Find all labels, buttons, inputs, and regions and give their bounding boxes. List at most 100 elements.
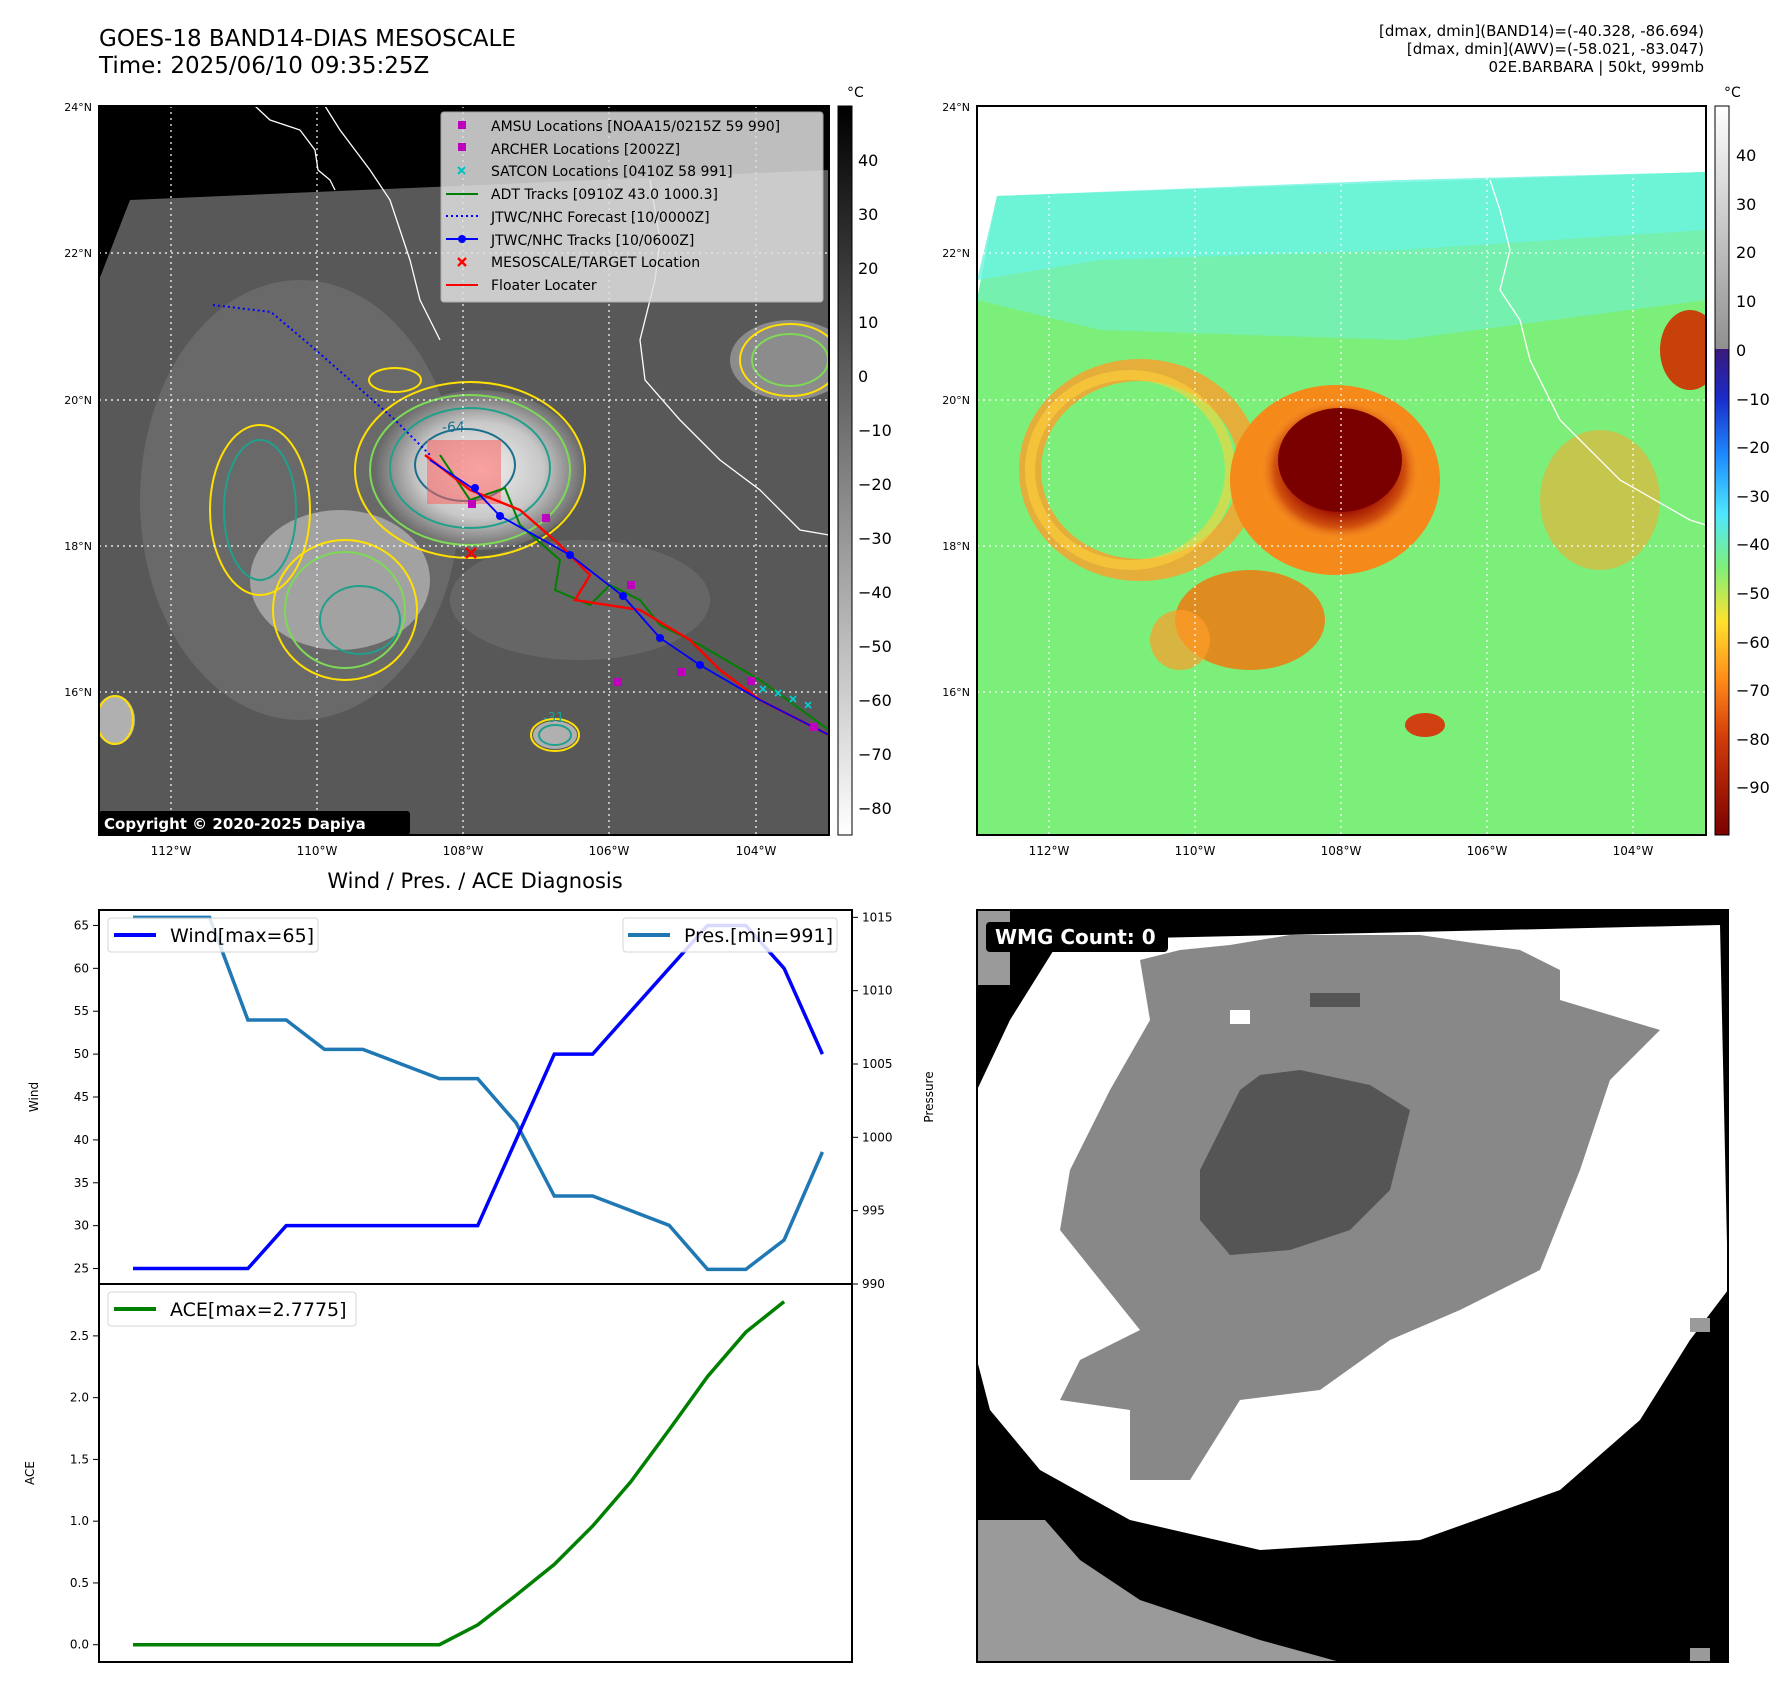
ace-tick-label: 0.0 xyxy=(70,1638,89,1652)
ir-lon-label-108: 108°W xyxy=(443,844,484,858)
ir-cbar-tick-m40: −40 xyxy=(858,583,892,602)
title-line-1: GOES-18 BAND14-DIAS MESOSCALE xyxy=(99,26,516,52)
awv-lon-label-112: 112°W xyxy=(1029,844,1070,858)
awv-cbar-tick-m40: −40 xyxy=(1736,535,1770,554)
awv-colorbar-unit: °C xyxy=(1724,85,1741,101)
awv-lat-label-22: 22°N xyxy=(942,247,970,260)
ir-lon-label-106: 106°W xyxy=(589,844,630,858)
legend-tracks-marker xyxy=(446,235,478,243)
awv-lon-label-108: 108°W xyxy=(1321,844,1362,858)
ir-cbar-tick-10: 10 xyxy=(858,313,878,332)
info-line-1: [dmax, dmin](BAND14)=(-40.328, -86.694) xyxy=(1379,22,1704,40)
wind-pressure-chart: 25 30 35 40 45 50 55 60 65 990 995 1000 1005 1010 1015 xyxy=(74,910,893,1291)
legend-label-archer: ARCHER Locations [2002Z] xyxy=(491,142,680,158)
pressure-series-line xyxy=(133,915,825,1272)
legend-archer-marker xyxy=(458,143,466,151)
wind-tick-label: 35 xyxy=(74,1176,89,1190)
legend-label-satcon: SATCON Locations [0410Z 58 991] xyxy=(491,164,733,180)
wind-tick-label: 30 xyxy=(74,1219,89,1233)
floater-locater-track xyxy=(424,454,829,737)
ir-cbar-tick-40: 40 xyxy=(858,151,878,170)
pressure-tick-label: 1000 xyxy=(862,1130,893,1144)
legend-label-amsu: AMSU Locations [NOAA15/0215Z 59 990] xyxy=(491,119,780,135)
ir-cbar-tick-m50: −50 xyxy=(858,637,892,656)
wmg-imagery xyxy=(977,910,1728,1662)
awv-cbar-tick-m50: −50 xyxy=(1736,584,1770,603)
wind-tick-label: 65 xyxy=(74,918,89,932)
pressure-legend: Pres.[min=991] xyxy=(622,917,838,953)
awv-cbar-tick-m30: −30 xyxy=(1736,487,1770,506)
pressure-tick-label: 1005 xyxy=(862,1057,893,1071)
awv-cbar-tick-30: 30 xyxy=(1736,195,1756,214)
wind-axis-label: Wind xyxy=(27,1082,41,1112)
ace-legend-label: ACE[max=2.7775] xyxy=(170,1299,347,1321)
awv-cbar-tick-40: 40 xyxy=(1736,146,1756,165)
wind-tick-label: 55 xyxy=(74,1004,89,1018)
ir-lon-label-104: 104°W xyxy=(736,844,777,858)
ir-cbar-tick-30: 30 xyxy=(858,205,878,224)
ace-tick-label: 1.5 xyxy=(70,1452,89,1466)
awv-lat-label-16: 16°N xyxy=(942,686,970,699)
awv-cbar-tick-m10: −10 xyxy=(1736,390,1770,409)
wind-legend-label: Wind[max=65] xyxy=(170,925,314,947)
awv-colorbar xyxy=(1714,105,1730,836)
wind-tick-label: 60 xyxy=(74,961,89,975)
awv-lon-label-104: 104°W xyxy=(1613,844,1654,858)
legend-label-adt: ADT Tracks [0910Z 43.0 1000.3] xyxy=(491,187,718,203)
wind-tick-label: 40 xyxy=(74,1133,89,1147)
awv-lat-label-24: 24°N xyxy=(942,101,970,114)
target-location-marker xyxy=(465,547,477,559)
pressure-axis-label: Pressure xyxy=(922,1071,936,1122)
pressure-tick-label: 990 xyxy=(862,1277,885,1291)
ir-cbar-tick-m70: −70 xyxy=(858,745,892,764)
wind-tick-label: 45 xyxy=(74,1090,89,1104)
pressure-tick-label: 995 xyxy=(862,1204,885,1218)
awv-cbar-tick-0: 0 xyxy=(1736,341,1746,360)
ace-frame xyxy=(98,1283,853,1663)
ir-map-frame xyxy=(98,105,830,836)
ir-cbar-tick-m10: −10 xyxy=(858,421,892,440)
ace-tick-label: 2.5 xyxy=(70,1329,89,1343)
ace-legend: ACE[max=2.7775] xyxy=(107,1291,357,1327)
pressure-tick-label: 1010 xyxy=(862,984,893,998)
ir-lat-label-16: 16°N xyxy=(64,686,92,699)
legend-target-marker xyxy=(457,257,467,267)
awv-cbar-tick-m80: −80 xyxy=(1736,730,1770,749)
awv-lon-label-106: 106°W xyxy=(1467,844,1508,858)
awv-lat-label-20: 20°N xyxy=(942,394,970,407)
pressure-tick-label: 1015 xyxy=(862,910,893,924)
legend-label-tracks: JTWC/NHC Tracks [10/0600Z] xyxy=(490,233,694,249)
ir-lat-label-18: 18°N xyxy=(64,540,92,553)
copyright-badge xyxy=(99,811,410,835)
floater-box xyxy=(427,440,501,504)
ir-colorbar-unit: °C xyxy=(847,85,864,101)
wind-pressure-frame xyxy=(98,909,853,1285)
ir-cbar-tick-20: 20 xyxy=(858,259,878,278)
awv-cbar-tick-m90: −90 xyxy=(1736,778,1770,797)
ir-legend: AMSU Locations [NOAA15/0215Z 59 990] ARC… xyxy=(440,111,824,303)
ir-cbar-tick-m20: −20 xyxy=(858,475,892,494)
legend-label-target: MESOSCALE/TARGET Location xyxy=(491,255,700,271)
info-line-2: [dmax, dmin](AWV)=(-58.021, -83.047) xyxy=(1406,40,1704,58)
wmg-frame xyxy=(976,909,1729,1663)
awv-cbar-tick-m60: −60 xyxy=(1736,633,1770,652)
figure-title: GOES-18 BAND14-DIAS MESOSCALE Time: 2025… xyxy=(99,26,516,80)
legend-label-floater: Floater Locater xyxy=(491,278,597,294)
ir-lon-label-112: 112°W xyxy=(151,844,192,858)
ir-cbar-tick-m80: −80 xyxy=(858,799,892,818)
ace-chart: 0.0 0.5 1.0 1.5 2.0 2.5 xyxy=(70,1300,786,1652)
title-line-2: Time: 2025/06/10 09:35:25Z xyxy=(99,53,430,79)
wind-tick-label: 25 xyxy=(74,1262,89,1276)
wmg-count-label: WMG Count: 0 xyxy=(995,925,1156,949)
ace-tick-label: 0.5 xyxy=(70,1576,89,1590)
contour-label-64: -64 xyxy=(442,420,465,436)
awv-cbar-tick-m20: −20 xyxy=(1736,438,1770,457)
awv-imagery xyxy=(977,106,1706,835)
ace-tick-label: 2.0 xyxy=(70,1391,89,1405)
ace-axis-label: ACE xyxy=(23,1461,37,1485)
awv-map-frame xyxy=(976,105,1707,836)
awv-lat-label-18: 18°N xyxy=(942,540,970,553)
wind-tick-label: 50 xyxy=(74,1047,89,1061)
wmg-count-badge xyxy=(986,922,1168,952)
ir-cbar-tick-0: 0 xyxy=(858,367,868,386)
